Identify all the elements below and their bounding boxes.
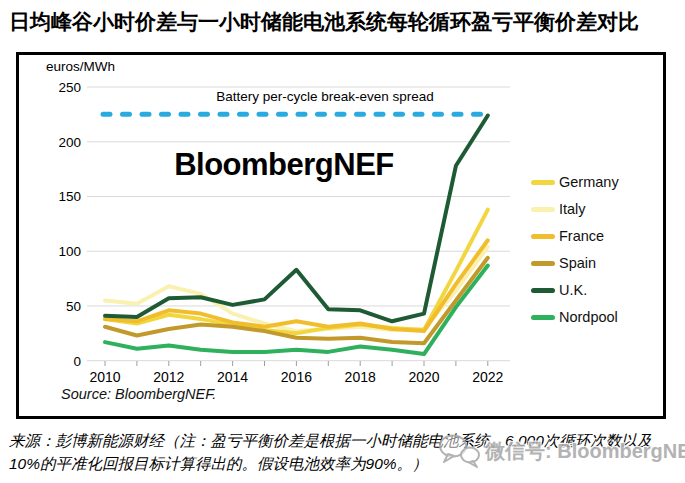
legend-item-Spain: Spain <box>531 253 619 273</box>
y-tick-label: 100 <box>58 244 81 259</box>
x-tick-label: 2010 <box>89 369 120 385</box>
legend-item-Nordpool: Nordpool <box>531 307 619 327</box>
x-tick-label: 2012 <box>153 369 184 385</box>
x-tick-label: 2016 <box>281 369 312 385</box>
legend-item-France: France <box>531 226 619 246</box>
legend-item-UK: U.K. <box>531 280 619 300</box>
legend-swatch <box>531 234 555 239</box>
legend-swatch <box>531 315 555 320</box>
break-even-label: Battery per-cycle break-even spread <box>169 89 481 104</box>
legend: Germany Italy France Spain U.K. Nordpool <box>531 172 619 334</box>
y-tick-label: 250 <box>58 80 81 95</box>
legend-label: U.K. <box>559 282 587 298</box>
legend-item-Italy: Italy <box>531 199 619 219</box>
legend-swatch <box>531 207 555 212</box>
x-tick-label: 2022 <box>472 369 503 385</box>
y-axis-unit-label: euros/MWh <box>46 59 115 74</box>
x-tick-label: 2020 <box>408 369 439 385</box>
y-tick-label: 50 <box>66 299 81 314</box>
watermark-text: BloombergNEF <box>149 147 419 183</box>
x-tick-label: 2014 <box>217 369 248 385</box>
legend-label: France <box>559 228 604 244</box>
wechat-watermark: 微信号: BloombergNEF <box>437 433 685 469</box>
legend-swatch <box>531 261 555 266</box>
legend-swatch <box>531 180 555 185</box>
y-tick-label: 150 <box>58 189 81 204</box>
y-tick-label: 200 <box>58 135 81 150</box>
page-title: 日均峰谷小时价差与一小时储能电池系统每轮循环盈亏平衡价差对比 <box>9 8 639 36</box>
y-tick-label: 0 <box>73 354 81 369</box>
wechat-icon <box>437 433 481 469</box>
legend-label: Nordpool <box>559 309 618 325</box>
legend-swatch <box>531 288 555 293</box>
legend-label: Italy <box>559 201 586 217</box>
wechat-label: 微信号: BloombergNEF <box>485 438 685 465</box>
legend-label: Spain <box>559 255 596 271</box>
source-note: Source: BloombergNEF. <box>61 386 216 402</box>
x-tick-label: 2018 <box>345 369 376 385</box>
chart-panel: 0 50 100 150 200 250 2010 2012 2014 2016 2018 2020 2… <box>16 52 666 419</box>
legend-item-Germany: Germany <box>531 172 619 192</box>
legend-label: Germany <box>559 174 619 190</box>
